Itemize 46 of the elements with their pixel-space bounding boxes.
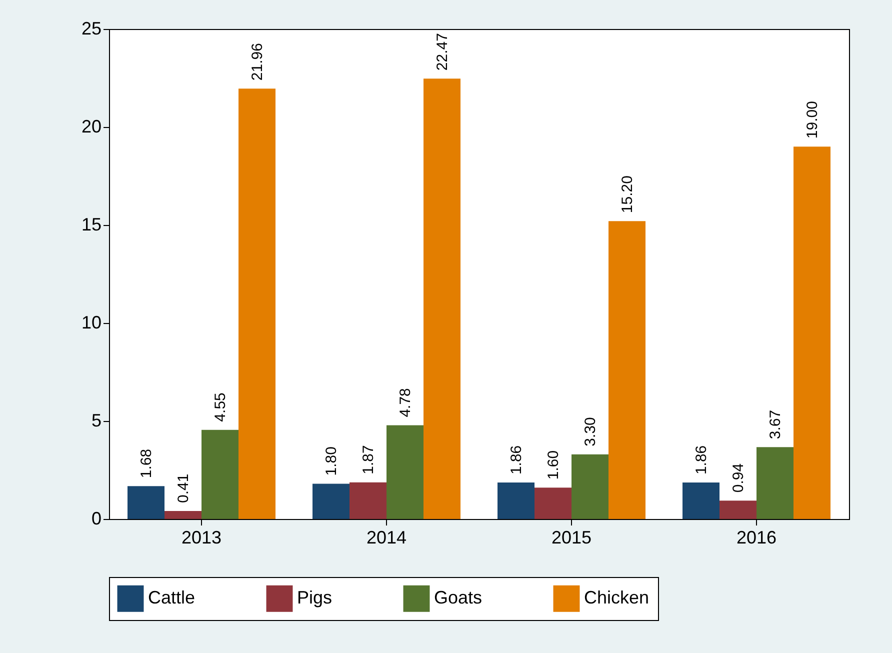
bar <box>424 78 460 519</box>
data-label: 1.87 <box>360 445 377 474</box>
y-tick-label: 25 <box>81 18 102 38</box>
data-label: 19.00 <box>804 101 821 139</box>
bar <box>350 482 386 519</box>
bar <box>572 454 608 519</box>
legend-label: Cattle <box>148 588 196 608</box>
data-label: 0.41 <box>175 474 192 503</box>
data-label: 4.78 <box>397 388 414 418</box>
bar <box>164 510 202 519</box>
bar <box>498 482 534 519</box>
x-tick-label: 2014 <box>366 528 407 548</box>
data-label: 3.30 <box>582 417 599 446</box>
bar <box>794 146 830 519</box>
x-tick-label: 2013 <box>181 528 222 548</box>
data-label: 4.55 <box>212 392 229 422</box>
bar <box>682 482 720 519</box>
data-label: 21.96 <box>249 43 266 81</box>
x-tick-label: 2016 <box>736 528 777 548</box>
data-label: 22.47 <box>434 33 451 71</box>
data-label: 1.86 <box>508 445 525 475</box>
y-tick-label: 5 <box>91 410 102 430</box>
data-label: 0.94 <box>730 463 747 493</box>
data-label: 1.68 <box>138 448 155 478</box>
data-label: 1.80 <box>323 446 340 476</box>
bar <box>202 430 238 519</box>
y-tick-label: 10 <box>81 312 102 332</box>
bar <box>608 221 646 519</box>
bar <box>238 88 276 519</box>
y-tick-label: 20 <box>81 116 102 136</box>
bar <box>534 488 572 519</box>
data-label: 15.20 <box>619 176 636 214</box>
y-tick-label: 15 <box>81 214 102 234</box>
bar <box>720 500 756 519</box>
legend-label: Goats <box>434 588 482 608</box>
legend-label: Chicken <box>584 588 650 608</box>
bar <box>386 425 424 519</box>
data-label: 3.67 <box>767 410 784 440</box>
legend-label: Pigs <box>297 588 332 608</box>
bar <box>312 484 350 519</box>
bar <box>128 486 164 519</box>
bar <box>756 447 794 519</box>
data-label: 1.86 <box>693 445 710 475</box>
y-tick-label: 0 <box>91 508 102 528</box>
x-tick-label: 2015 <box>551 528 592 548</box>
data-label: 1.60 <box>545 450 562 480</box>
